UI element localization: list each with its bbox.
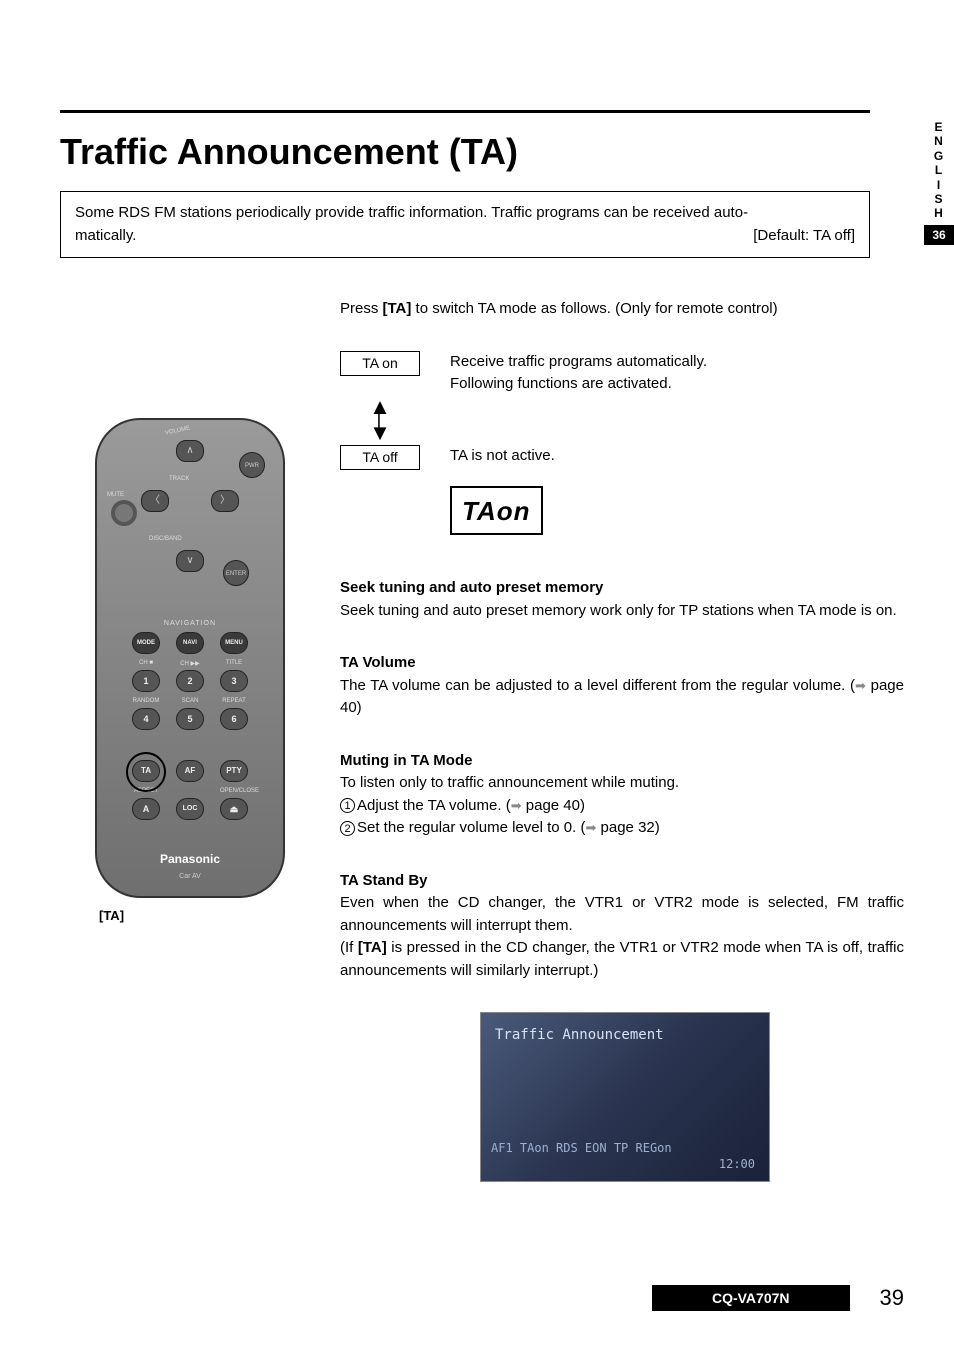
press-pre: Press [340, 300, 383, 317]
num-1-button: 1 [132, 670, 160, 692]
random-label: RANDOM [132, 698, 160, 704]
intro-box: Some RDS FM stations periodically provid… [60, 191, 870, 258]
ref-arrow-icon: ➡ [585, 820, 596, 835]
ta-on-box: TA on [340, 351, 420, 376]
remote-caption: [TA] [99, 908, 305, 923]
scan-label: SCAN [176, 698, 204, 704]
section-number-badge: 36 [924, 225, 954, 245]
seek-text: Seek tuning and auto preset memory work … [340, 600, 904, 623]
mute-step1-pre: Adjust the TA volume. ( [357, 797, 511, 814]
screenshot-time: 12:00 [719, 1155, 755, 1173]
mute-heading: Muting in TA Mode [340, 750, 904, 773]
press-post: to switch TA mode as follows. (Only for … [411, 300, 777, 317]
page-number: 39 [880, 1285, 904, 1311]
intro-default: [Default: TA off] [753, 225, 855, 248]
navi-button: NAVI [176, 632, 204, 654]
af-button: AF [176, 760, 204, 782]
ref-arrow-icon: ➡ [511, 798, 522, 813]
loc-button: LOC [176, 798, 204, 820]
lcd-taon-badge: TAon [450, 486, 543, 535]
ta-on-desc2: Following functions are activated. [450, 373, 904, 396]
num-4-button: 4 [132, 708, 160, 730]
standby-p2a: (If [340, 939, 358, 956]
tavol-text-pre: The TA volume can be adjusted to a level… [340, 677, 855, 694]
open-close-label: OPEN/CLOSE [220, 788, 248, 794]
intro-line2a: matically. [75, 225, 136, 248]
language-tab: E N G L I S H 36 [924, 120, 954, 245]
mute-step1-post: page 40) [522, 797, 585, 814]
model-badge: CQ-VA707N [652, 1285, 850, 1311]
power-button: PWR [239, 452, 265, 478]
enter-button: ENTER [223, 560, 249, 586]
ta-on-desc1: Receive traffic programs automatically. [450, 351, 904, 374]
num-6-button: 6 [220, 708, 248, 730]
ref-arrow-icon: ➡ [855, 678, 866, 693]
remote-illustration: VOLUME MUTE TRACK DISC/BAND ∧ 〈 〉 ∨ PWR … [95, 418, 305, 923]
standby-p1: Even when the CD changer, the VTR1 or VT… [340, 892, 904, 937]
num-3-button: 3 [220, 670, 248, 692]
top-rule [60, 110, 870, 113]
seek-heading: Seek tuning and auto preset memory [340, 577, 904, 600]
repeat-label: REPEAT [220, 698, 248, 704]
num-5-button: 5 [176, 708, 204, 730]
standby-p2bold: [TA] [358, 939, 387, 956]
ch-fwd-label: CH ▶▶ [176, 660, 204, 667]
num-2-button: 2 [176, 670, 204, 692]
a-button: A [132, 798, 160, 820]
mute-button [111, 500, 137, 526]
display-screenshot: Traffic Announcement AF1 TAon RDS EON TP… [480, 1012, 770, 1182]
updown-arrow-icon: ▲│▼ [340, 400, 420, 440]
standby-p2b: is pressed in the CD changer, the VTR1 o… [340, 939, 904, 979]
ta-off-box: TA off [340, 445, 420, 470]
mute-label: MUTE [107, 492, 124, 498]
brand-sub-label: Car AV [97, 873, 283, 880]
menu-button: MENU [220, 632, 248, 654]
mode-button: MODE [132, 632, 160, 654]
navigation-label: NAVIGATION [97, 620, 283, 627]
pty-button: PTY [220, 760, 248, 782]
mute-text: To listen only to traffic announcement w… [340, 772, 904, 795]
press-bold: [TA] [383, 300, 412, 317]
standby-heading: TA Stand By [340, 870, 904, 893]
disc-label: DISC/BAND [149, 536, 182, 542]
ch-stop-label: CH ■ [132, 660, 160, 667]
mute-step2-post: page 32) [596, 819, 659, 836]
screenshot-status: AF1 TAon RDS EON TP REGon [491, 1139, 672, 1157]
ta-highlight-ring [126, 752, 166, 792]
page-title: Traffic Announcement (TA) [60, 131, 904, 173]
step-1-icon: 1 [340, 798, 355, 813]
dpad-up-icon: ∧ [176, 440, 204, 462]
step-2-icon: 2 [340, 821, 355, 836]
mute-step2-pre: Set the regular volume level to 0. ( [357, 819, 585, 836]
dpad: ∧ 〈 〉 ∨ [145, 440, 235, 530]
dpad-left-icon: 〈 [141, 490, 169, 512]
volume-label: VOLUME [165, 425, 191, 436]
intro-line1: Some RDS FM stations periodically provid… [75, 202, 855, 225]
brand-label: Panasonic [97, 852, 283, 866]
dpad-right-icon: 〉 [211, 490, 239, 512]
dpad-down-icon: ∨ [176, 550, 204, 572]
ta-off-desc: TA is not active. [450, 445, 904, 468]
language-label: E N G L I S H [924, 120, 954, 221]
screenshot-title: Traffic Announcement [495, 1025, 664, 1046]
title-label: TITLE [220, 660, 248, 667]
tavol-heading: TA Volume [340, 652, 904, 675]
eject-button: ⏏ [220, 798, 248, 820]
